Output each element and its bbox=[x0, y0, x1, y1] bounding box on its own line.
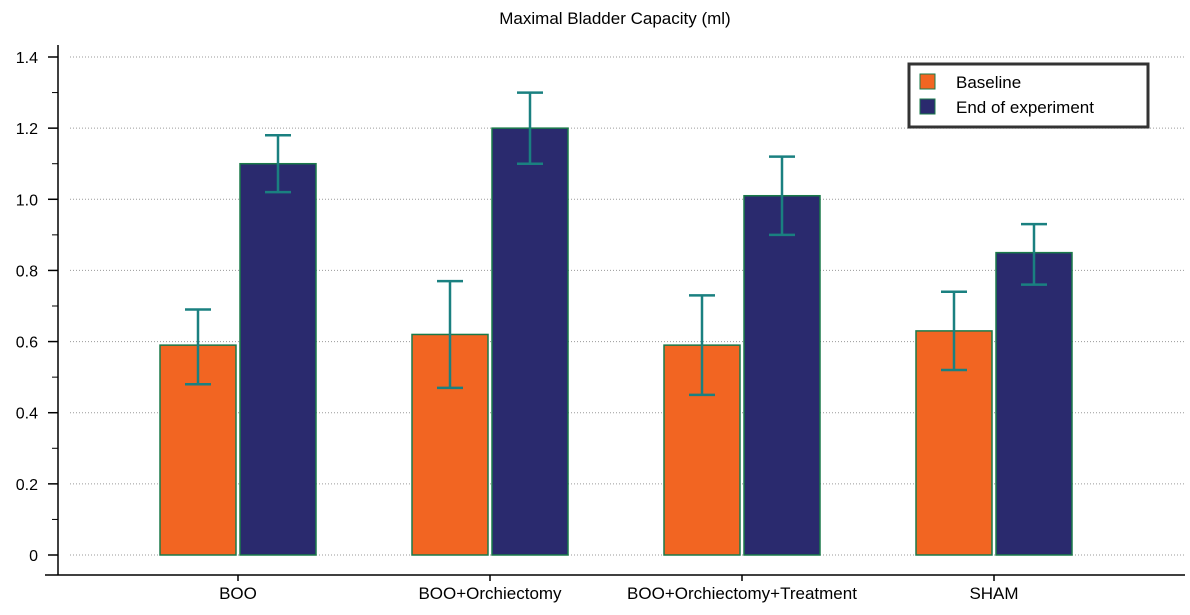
x-tick-label: SHAM bbox=[969, 584, 1018, 603]
y-tick-label: 1.0 bbox=[16, 192, 38, 209]
legend-label: Baseline bbox=[956, 73, 1021, 92]
y-tick-label: 0.8 bbox=[16, 263, 38, 280]
y-tick-label: 0.6 bbox=[16, 335, 38, 352]
x-tick-label: BOO+Orchiectomy bbox=[418, 584, 562, 603]
bar bbox=[239, 162, 317, 556]
y-tick-label: 0 bbox=[29, 548, 38, 565]
legend-swatch bbox=[919, 98, 936, 115]
bar bbox=[491, 127, 569, 556]
axes: 0 0.2 0.4 0.6 0.8 1.0 1.2 1.4 BOO BOO+Orchiectomy… bbox=[16, 45, 1185, 603]
bar bbox=[743, 194, 821, 556]
legend-box bbox=[907, 62, 1150, 129]
legend-swatch bbox=[919, 73, 936, 90]
y-tick-label: 0.4 bbox=[16, 406, 38, 423]
y-tick-label: 1.4 bbox=[16, 50, 38, 67]
y-tick-label: 1.2 bbox=[16, 121, 38, 138]
chart-title: Maximal Bladder Capacity (ml) bbox=[499, 9, 730, 28]
bars bbox=[159, 91, 1073, 556]
x-tick-label: BOO bbox=[219, 584, 257, 603]
x-tick-label: BOO+Orchiectomy+Treatment bbox=[627, 584, 857, 603]
legend: Baseline End of experiment bbox=[907, 62, 1150, 129]
legend-label: End of experiment bbox=[956, 98, 1094, 117]
bar bbox=[995, 251, 1073, 556]
y-tick-label: 0.2 bbox=[16, 477, 38, 494]
